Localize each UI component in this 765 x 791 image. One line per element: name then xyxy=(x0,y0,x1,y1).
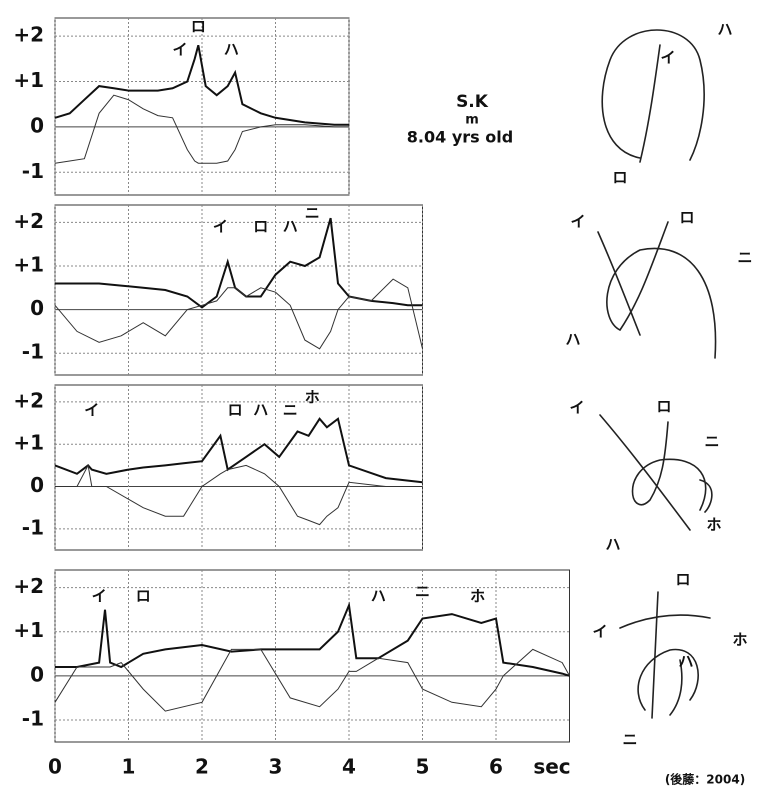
handwriting xyxy=(599,414,713,531)
annotation: ハ xyxy=(283,217,298,235)
y-tick-label: 0 xyxy=(30,473,44,497)
stroke-label: イ xyxy=(592,623,607,641)
plot-frame xyxy=(54,384,423,551)
stroke-label: イ xyxy=(570,213,585,231)
y-tick-label: 0 xyxy=(30,296,44,320)
y-tick-label: -1 xyxy=(22,159,44,183)
annotation: ホ xyxy=(470,587,485,605)
stroke-label: ニ xyxy=(704,433,719,451)
y-tick-label: +2 xyxy=(13,209,44,233)
x-tick-label: 6 xyxy=(489,755,503,779)
annotation: ハ xyxy=(371,587,386,605)
y-tick-label: +1 xyxy=(13,618,44,642)
handwriting xyxy=(597,221,717,359)
stroke-label: ロ xyxy=(656,398,671,416)
stroke-label: イ xyxy=(660,49,675,67)
x-tick-label: 3 xyxy=(269,755,283,779)
annotation: ホ xyxy=(305,388,320,406)
annotation: イ xyxy=(92,587,107,605)
stroke-label: ロ xyxy=(612,169,627,187)
subject-age: 8.04 yrs old xyxy=(407,128,513,147)
x-tick-label: 1 xyxy=(122,755,136,779)
annotation: イ xyxy=(84,401,99,419)
stroke-label: ニ xyxy=(622,731,637,749)
data-line xyxy=(54,94,349,164)
annotation: ロ xyxy=(191,18,206,36)
annotation: ロ xyxy=(136,587,151,605)
y-tick-label: -1 xyxy=(22,515,44,539)
stroke-label: ハ xyxy=(678,653,693,671)
annotation: イ xyxy=(172,40,187,58)
stroke-label: ハ xyxy=(565,331,580,349)
subject-sex: m xyxy=(465,113,479,128)
data-line xyxy=(55,463,423,526)
stroke-label: ホ xyxy=(706,516,721,534)
data-line xyxy=(54,278,423,350)
y-tick-label: 0 xyxy=(30,113,44,137)
y-tick-label: +2 xyxy=(13,574,44,598)
y-tick-label: +2 xyxy=(13,23,44,47)
handwriting xyxy=(619,591,711,719)
annotation: ニ xyxy=(283,401,298,419)
stroke-label: ホ xyxy=(732,631,747,649)
source: (後藤：2004) xyxy=(665,772,745,787)
annotation: ニ xyxy=(305,204,320,222)
stroke-label: ロ xyxy=(675,571,690,589)
stroke-label: イ xyxy=(569,399,584,417)
annotation: ハ xyxy=(224,40,239,58)
y-tick-label: +1 xyxy=(13,253,44,277)
stroke-label: ハ xyxy=(605,536,620,554)
annotation: イ xyxy=(213,217,228,235)
data-line xyxy=(54,417,423,484)
stroke-label: ロ xyxy=(679,209,694,227)
data-line xyxy=(54,44,349,126)
y-tick-label: +2 xyxy=(13,388,44,412)
annotation: ロ xyxy=(253,217,268,235)
y-tick-label: 0 xyxy=(30,662,44,686)
x-tick-label: 4 xyxy=(342,755,356,779)
stroke-label: ハ xyxy=(717,21,732,39)
x-tick-label: 5 xyxy=(416,755,430,779)
data-line xyxy=(54,648,570,712)
handwriting xyxy=(601,29,705,163)
plot-frame xyxy=(54,569,570,743)
annotation: ニ xyxy=(415,583,430,601)
subject-name: S.K xyxy=(456,92,489,112)
stroke-label: ニ xyxy=(737,249,752,267)
annotation: ロ xyxy=(228,401,243,419)
y-tick-label: +1 xyxy=(13,68,44,92)
y-tick-label: -1 xyxy=(22,340,44,364)
x-tick-label: 0 xyxy=(48,755,62,779)
annotation: ハ xyxy=(253,401,268,419)
data-line xyxy=(55,601,570,677)
y-tick-label: -1 xyxy=(22,706,44,730)
data-line xyxy=(55,217,423,309)
x-tick-label: 2 xyxy=(195,755,209,779)
x-axis-label: sec xyxy=(533,755,570,779)
y-tick-label: +1 xyxy=(13,431,44,455)
